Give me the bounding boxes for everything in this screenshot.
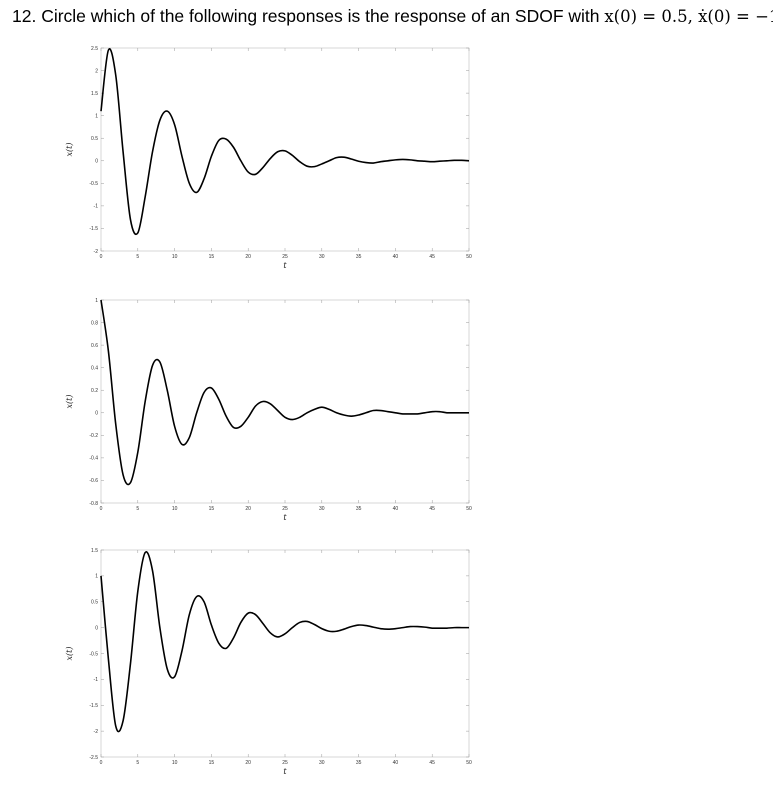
y-tick-label: 0.5 [91, 600, 98, 606]
x-tick-label: 0 [100, 254, 103, 260]
y-tick-label: 1 [95, 113, 98, 119]
y-tick-label: 1.5 [91, 548, 98, 554]
x-tick-label: 5 [136, 254, 139, 260]
response-plot-2[interactable]: 0 5 10 15 20 25 30 35 40 45 50 1 0.8 0.6 0.4 0.2 0 -0.2 -0… [60, 292, 480, 530]
y-tick-label: 1 [95, 574, 98, 580]
x-tick-label: 25 [282, 506, 288, 512]
y-tick-label: 0 [95, 625, 98, 631]
x-tick-label: 40 [393, 254, 399, 260]
y-tick-label: -2 [94, 249, 99, 255]
x-tick-label: 50 [466, 254, 472, 260]
x-tick-label: 20 [245, 254, 251, 260]
x-tick-label: 50 [466, 760, 472, 766]
y-tick-label: -1.5 [89, 703, 98, 709]
plot-frame [100, 299, 470, 504]
x-tick-label: 20 [245, 760, 251, 766]
x-tick-label: 10 [172, 254, 178, 260]
response-curve [100, 551, 469, 733]
y-tick-label: -0.5 [89, 181, 98, 187]
x-tick-label: 25 [282, 760, 288, 766]
x-tick-label: 50 [466, 506, 472, 512]
y-tick-label: -0.5 [89, 651, 98, 657]
y-axis-label: x(t) [65, 395, 74, 409]
y-tick-label: -2 [94, 729, 99, 735]
y-tick-label: 2.5 [91, 46, 98, 52]
y-tick-label: -1.5 [89, 226, 98, 232]
y-tick-label: -0.6 [89, 478, 98, 484]
x-axis-label: t [283, 513, 287, 522]
x-tick-label: 5 [136, 760, 139, 766]
y-tick-label: 0.4 [91, 365, 98, 371]
initial-velocity: ẋ(0) = −1. [698, 7, 773, 26]
response-plot-3[interactable]: 0 5 10 15 20 25 30 35 40 45 50 1.5 1 0.5 0 -0.5 -1 -1.5 -2… [60, 542, 480, 784]
x-tick-label: 35 [356, 760, 362, 766]
response-curve [100, 299, 469, 486]
y-tick-label: 0.6 [91, 343, 98, 349]
y-tick-label: 0 [95, 411, 98, 417]
x-tick-label: 10 [172, 506, 178, 512]
y-tick-label: -0.2 [89, 433, 98, 439]
y-tick-label: 0.8 [91, 320, 98, 326]
x-tick-label: 15 [209, 760, 215, 766]
y-tick-label: 0.5 [91, 136, 98, 142]
response-plot-1[interactable]: 0 5 10 15 20 25 30 35 40 45 50 2.5 2 1.5 1 0.5 0 -0.5 -1 -1… [60, 40, 480, 285]
y-tick-label: -0.4 [89, 456, 98, 462]
question-prefix: 12. Circle which of the following respon… [12, 6, 605, 26]
y-tick-label: 1 [95, 298, 98, 304]
x-tick-label: 40 [393, 506, 399, 512]
x-tick-label: 20 [245, 506, 251, 512]
x-tick-label: 30 [319, 760, 325, 766]
response-chart-1: 0 5 10 15 20 25 30 35 40 45 50 2.5 2 1.5 1 0.5 0 -0.5 -1 -1… [65, 46, 472, 270]
x-tick-label: 15 [209, 506, 215, 512]
y-tick-label: -0.8 [89, 501, 98, 507]
x-axis-label: t [283, 767, 287, 776]
x-tick-label: 45 [429, 254, 435, 260]
x-tick-label: 45 [429, 760, 435, 766]
response-chart-2: 0 5 10 15 20 25 30 35 40 45 50 1 0.8 0.6 0.4 0.2 0 -0.2 -0… [65, 298, 472, 522]
y-tick-label: 2 [95, 68, 98, 74]
x-tick-label: 5 [136, 506, 139, 512]
plot-frame [100, 549, 470, 758]
x-axis-label: t [283, 261, 287, 270]
x-tick-label: 0 [100, 760, 103, 766]
y-axis-label: x(t) [65, 143, 74, 157]
y-tick-label: 0 [95, 159, 98, 165]
question-text: 12. Circle which of the following respon… [12, 6, 773, 27]
x-tick-label: 40 [393, 760, 399, 766]
x-tick-label: 30 [319, 254, 325, 260]
x-tick-label: 10 [172, 760, 178, 766]
x-tick-label: 25 [282, 254, 288, 260]
x-tick-label: 45 [429, 506, 435, 512]
x-tick-label: 30 [319, 506, 325, 512]
plot-frame [100, 47, 470, 252]
x-tick-label: 0 [100, 506, 103, 512]
response-curve [100, 48, 470, 236]
initial-displacement: x(0) = 0.5, [604, 7, 699, 26]
y-tick-label: -1 [94, 204, 99, 210]
response-chart-3: 0 5 10 15 20 25 30 35 40 45 50 1.5 1 0.5 0 -0.5 -1 -1.5 -2… [65, 548, 472, 776]
x-tick-label: 15 [209, 254, 215, 260]
y-tick-label: 1.5 [91, 91, 98, 97]
x-tick-label: 35 [356, 506, 362, 512]
y-tick-label: -1 [94, 677, 99, 683]
y-tick-label: 0.2 [91, 388, 98, 394]
y-tick-label: -2.5 [89, 755, 98, 761]
y-axis-label: x(t) [65, 647, 74, 661]
x-tick-label: 35 [356, 254, 362, 260]
